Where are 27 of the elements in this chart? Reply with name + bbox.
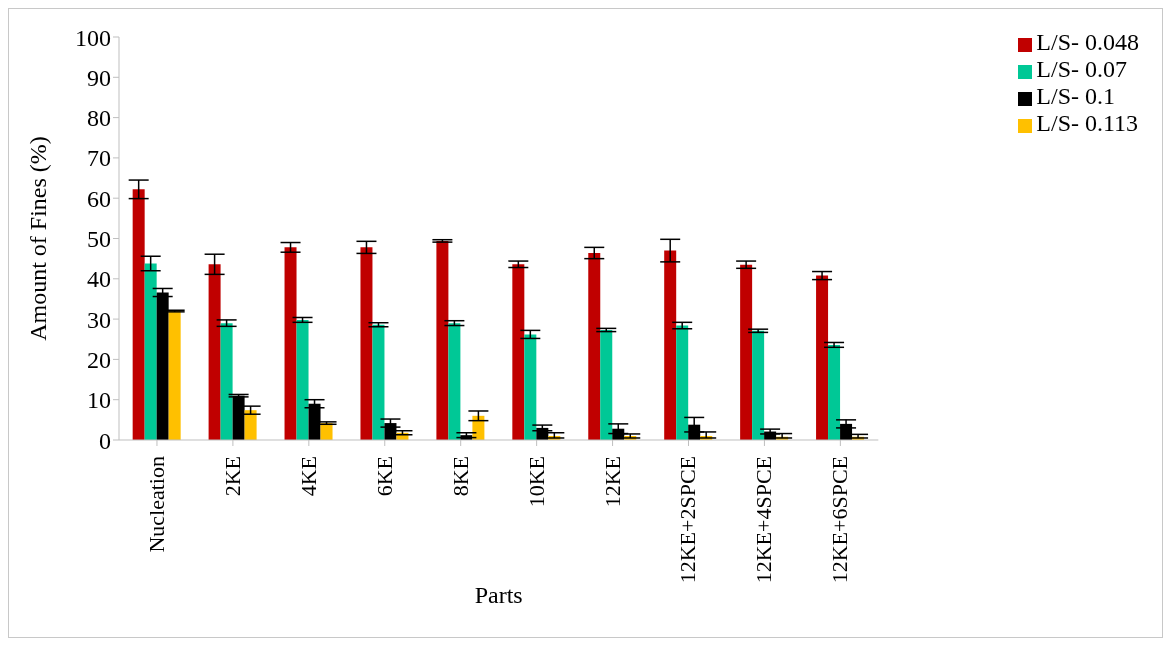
y-tick-label: 60	[87, 185, 111, 212]
x-tick-label: 12KE+6SPCE	[827, 456, 853, 584]
x-tick-label: 2KE	[219, 456, 245, 497]
x-tick-label: 6KE	[371, 456, 397, 497]
x-tick-label: 12KE+2SPCE	[675, 456, 701, 584]
y-axis-title: Amount of Fines (%)	[24, 136, 51, 341]
x-tick-label: 10KE	[523, 456, 549, 508]
y-tick-label: 80	[87, 105, 111, 132]
x-tick-label: 8KE	[447, 456, 473, 497]
y-tick-label: 50	[87, 226, 111, 253]
y-tick-label: 20	[87, 346, 111, 373]
legend-label: L/S- 0.113	[1036, 110, 1139, 136]
legend-label: L/S- 0.048	[1036, 29, 1139, 55]
y-tick-label: 70	[87, 145, 111, 172]
legend-label: L/S- 0.07	[1036, 56, 1127, 82]
y-tick-label: 90	[87, 64, 111, 91]
y-tick-label: 100	[75, 24, 111, 51]
x-tick-label: 12KE	[599, 456, 625, 508]
x-tick-label: Nucleation	[143, 456, 169, 553]
y-tick-label: 10	[87, 387, 111, 414]
y-tick-label: 40	[87, 266, 111, 293]
x-tick-label: 4KE	[295, 456, 321, 497]
legend-label: L/S- 0.1	[1036, 83, 1115, 109]
x-tick-label: 12KE+4SPCE	[751, 456, 777, 584]
y-tick-label: 0	[99, 427, 111, 454]
x-axis-title: Parts	[474, 582, 523, 608]
y-tick-label: 30	[87, 306, 111, 333]
